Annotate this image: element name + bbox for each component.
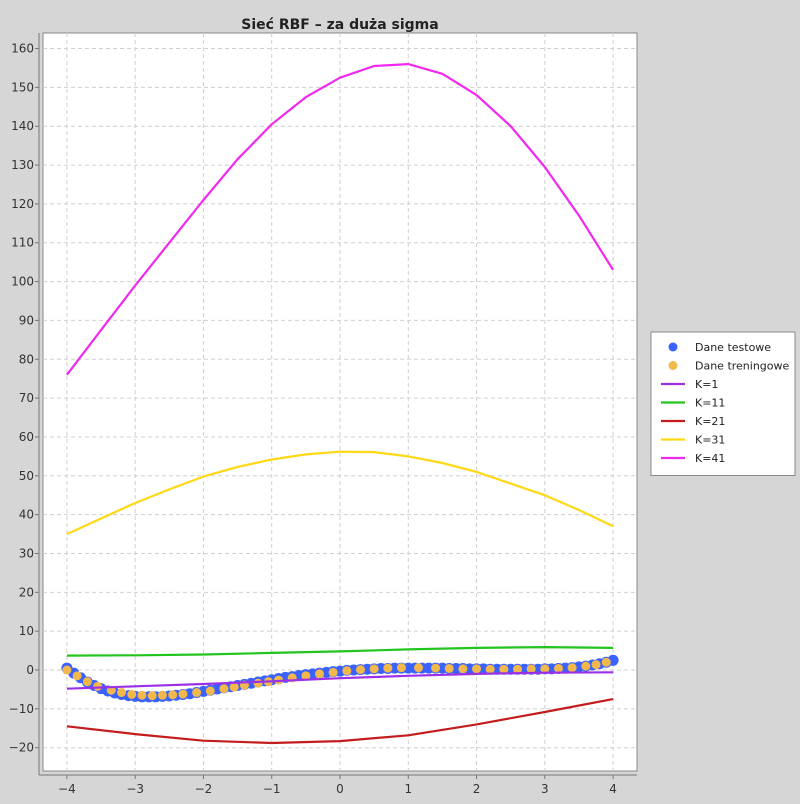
x-tick-label: 1 [404,782,412,796]
scatter-point [127,689,137,699]
x-tick-label: −2 [195,782,213,796]
legend-label: K=1 [695,378,718,391]
axes: −20−100102030405060708090100110120130140… [9,33,637,796]
y-tick-label: 60 [19,430,34,444]
scatter-point [567,663,577,673]
scatter-point [117,688,127,698]
scatter-point [472,664,482,674]
legend-box [650,331,796,476]
legend: Dane testowe Dane treningowe K=1 K=11 K=21 K=… [650,331,796,476]
scatter-point [229,682,239,692]
x-tick-label: 3 [541,782,549,796]
scatter-point [62,665,72,675]
scatter-point [431,663,441,673]
y-tick-label: 0 [26,663,34,677]
series-line [66,450,614,536]
y-tick-label: 30 [19,546,34,560]
scatter-point [499,664,509,674]
y-tick-label: 160 [11,42,34,56]
scatter-point [219,684,229,694]
scatter-point [553,663,563,673]
scatter-point [72,671,82,681]
y-tick-label: 130 [11,158,34,172]
y-tick-label: 140 [11,119,34,133]
y-tick-label: 110 [11,236,34,250]
scatter-point [513,664,523,674]
scatter-point [301,671,311,681]
scatter-point [178,689,188,699]
scatter-point [540,664,550,674]
series-line [66,698,614,745]
y-tick-label: 150 [11,80,34,94]
scatter-point [414,663,424,673]
scatter-point [147,691,157,701]
series-line [66,671,614,690]
x-tick-label: 2 [473,782,481,796]
series-line [66,646,614,657]
scatter-point [526,664,536,674]
scatter-point [205,686,215,696]
scatter-point [137,690,147,700]
scatter-point [444,663,454,673]
y-tick-label: −20 [9,741,34,755]
y-tick-label: 90 [19,313,34,327]
scatter-point [157,690,167,700]
x-tick-label: 4 [609,782,617,796]
y-tick-label: 120 [11,197,34,211]
legend-label: Dane treningowe [695,360,790,373]
y-tick-label: −10 [9,702,34,716]
scatter-point [601,657,611,667]
scatter-point [315,669,325,679]
x-tick-label: −3 [126,782,144,796]
x-tick-label: 0 [336,782,344,796]
scatter-point [485,664,495,674]
grid-lines [43,33,637,771]
legend-label: K=21 [695,415,725,428]
legend-marker [668,342,678,352]
scatter-point [342,666,352,676]
scatter-point [82,677,92,687]
legend-label: Dane testowe [695,341,771,354]
series-line [66,62,615,376]
y-tick-label: 100 [11,275,34,289]
x-tick-label: −4 [58,782,76,796]
legend-marker [668,361,678,370]
scatter-point [168,690,178,700]
scatter-point [458,664,468,674]
y-tick-label: 40 [19,508,34,522]
y-tick-label: 20 [19,585,34,599]
scatter-point [328,667,338,677]
legend-label: K=31 [695,434,725,447]
scatter-point [93,681,103,691]
series-layer [61,62,619,745]
y-tick-label: 50 [19,469,34,483]
scatter-point [396,663,406,673]
scatter-point [355,665,365,675]
legend-label: K=11 [695,397,725,410]
x-tick-label: −1 [263,782,281,796]
legend-label: K=41 [695,452,725,465]
scatter-point [253,678,263,688]
y-tick-label: 70 [19,391,34,405]
scatter-point [591,660,601,670]
scatter-point [581,661,591,671]
chart-title: Sieć RBF – za duża sigma [241,17,438,33]
y-tick-label: 10 [19,624,34,638]
scatter-point [383,663,393,673]
plot-area [42,32,638,772]
y-tick-label: 80 [19,352,34,366]
scatter-point [369,664,379,674]
scatter-point [192,688,202,698]
